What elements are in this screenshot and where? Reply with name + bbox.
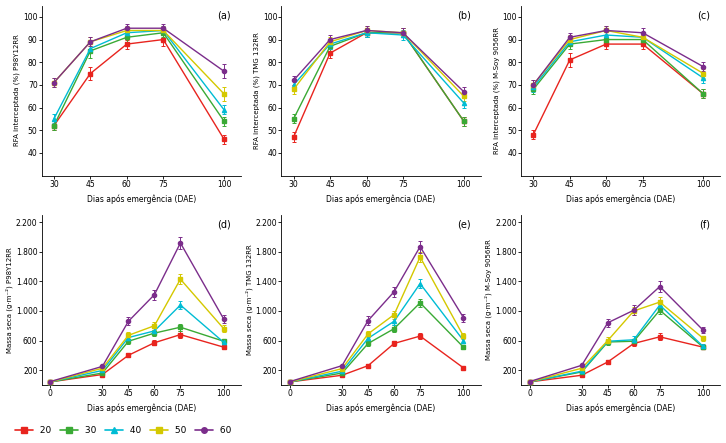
- X-axis label: Dias após emergência (DAE): Dias após emergência (DAE): [327, 404, 436, 413]
- Text: (c): (c): [698, 11, 711, 21]
- X-axis label: Dias após emergência (DAE): Dias após emergência (DAE): [87, 404, 196, 413]
- Text: (f): (f): [699, 220, 711, 230]
- X-axis label: Dias após emergência (DAE): Dias após emergência (DAE): [87, 194, 196, 204]
- Y-axis label: RFA interceptada (%) P98Y12RR: RFA interceptada (%) P98Y12RR: [14, 35, 20, 147]
- Text: (b): (b): [457, 11, 470, 21]
- X-axis label: Dias após emergência (DAE): Dias após emergência (DAE): [566, 194, 675, 204]
- Text: (e): (e): [457, 220, 470, 230]
- Legend:  20,  30,  40,  50,  60: 20, 30, 40, 50, 60: [12, 422, 235, 439]
- Y-axis label: Massa seca (g·m⁻²) TMG 132RR: Massa seca (g·m⁻²) TMG 132RR: [245, 245, 253, 355]
- X-axis label: Dias após emergência (DAE): Dias após emergência (DAE): [327, 194, 436, 204]
- Y-axis label: Massa seca (g·m⁻²) M-Soy 9056RR: Massa seca (g·m⁻²) M-Soy 9056RR: [485, 239, 492, 360]
- Text: (a): (a): [218, 11, 231, 21]
- Y-axis label: Massa seca (g·m⁻²) P98Y12RR: Massa seca (g·m⁻²) P98Y12RR: [6, 247, 13, 353]
- Text: (d): (d): [217, 220, 231, 230]
- X-axis label: Dias após emergência (DAE): Dias após emergência (DAE): [566, 404, 675, 413]
- Y-axis label: RFA interceptada (%) TMG 132RR: RFA interceptada (%) TMG 132RR: [253, 32, 260, 149]
- Y-axis label: RFA interceptada (%) M-Soy 9056RR: RFA interceptada (%) M-Soy 9056RR: [493, 27, 499, 154]
